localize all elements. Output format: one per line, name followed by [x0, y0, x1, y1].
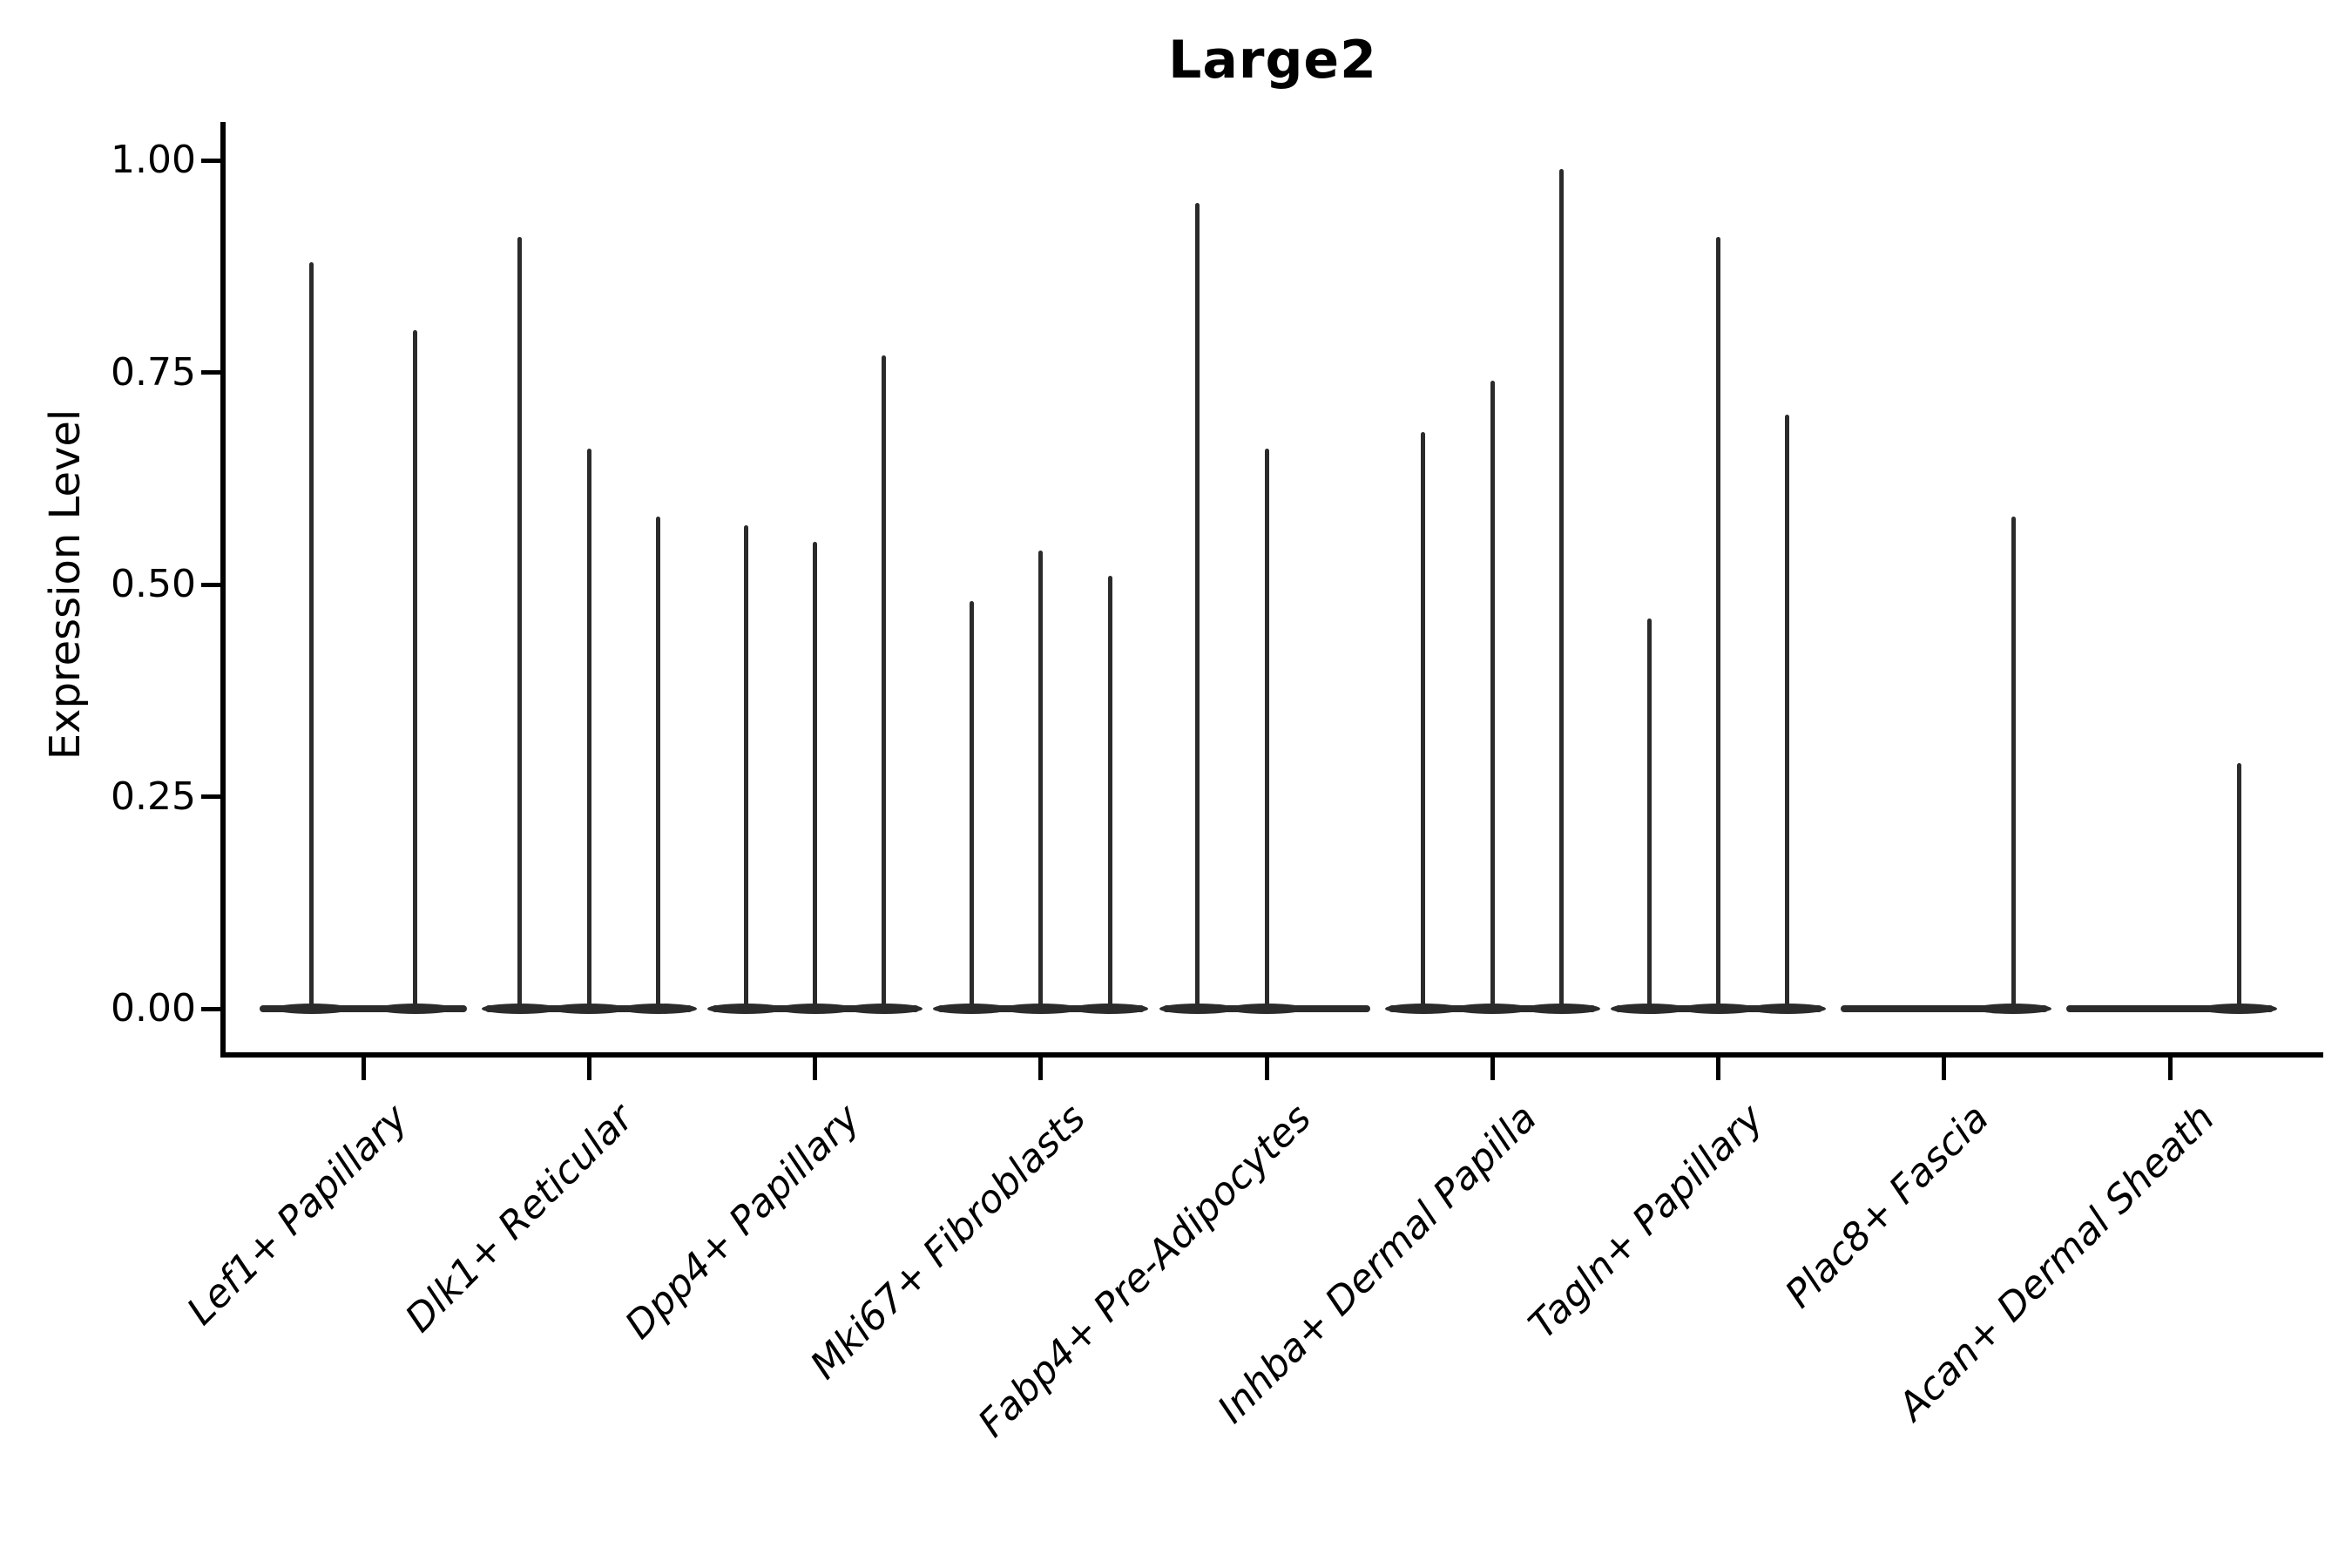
violin-spike [1038, 551, 1044, 1012]
violin-spike [517, 236, 523, 1012]
y-tick [201, 370, 220, 375]
violin-spike [1490, 381, 1495, 1012]
y-tick-label: 0.00 [111, 986, 196, 1031]
violin-spike [969, 601, 974, 1012]
violin-spike [1646, 618, 1652, 1012]
violin-spike [743, 524, 748, 1012]
y-tick-label: 1.00 [111, 138, 196, 182]
violin-spike [656, 517, 661, 1012]
violin-spike [413, 329, 417, 1012]
x-axis-spine [220, 1052, 2323, 1058]
x-tick [1490, 1058, 1495, 1080]
x-tick [2167, 1058, 2173, 1080]
violin-spike [1421, 431, 1426, 1012]
x-tick [1264, 1058, 1269, 1080]
violin-baseline [1840, 1005, 2048, 1012]
y-tick [201, 794, 220, 799]
plot-title: Large2 [1168, 30, 1377, 91]
violin-spike [309, 261, 314, 1012]
y-axis-spine [220, 122, 226, 1058]
violin-baseline [2066, 1005, 2274, 1012]
x-tick [586, 1058, 591, 1080]
x-tick [1942, 1058, 1947, 1080]
violin-spike [1559, 168, 1565, 1012]
violin-spike [813, 542, 817, 1012]
violin-spike [2236, 762, 2241, 1012]
violin-spike [2011, 517, 2016, 1012]
y-tick-label: 0.75 [111, 349, 196, 395]
violin-baseline [260, 1005, 467, 1012]
x-tick [1716, 1058, 1720, 1080]
violin-spike [1107, 576, 1112, 1012]
y-tick [201, 1006, 220, 1011]
violin-spike [1264, 449, 1269, 1012]
violin-spike [882, 355, 887, 1012]
y-tick-label: 0.25 [111, 774, 196, 819]
y-tick [201, 582, 220, 587]
y-tick-label: 0.50 [111, 562, 196, 606]
violin-spike [1195, 202, 1200, 1012]
violin-spike [1785, 415, 1790, 1012]
x-tick [1038, 1058, 1044, 1080]
y-tick [201, 158, 220, 163]
x-tick [361, 1058, 366, 1080]
violin-spike [586, 449, 591, 1012]
violin-spike [1716, 236, 1720, 1012]
x-tick [813, 1058, 817, 1080]
